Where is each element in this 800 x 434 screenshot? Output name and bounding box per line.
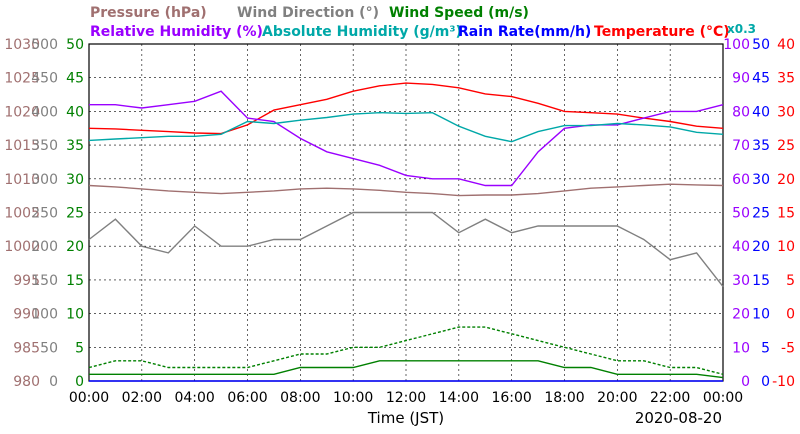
wind-direction-tick-label: 50	[40, 340, 58, 356]
pressure-tick-label: 1030	[4, 37, 40, 53]
legend-wind-speed: Wind Speed (m/s)	[389, 5, 529, 21]
x-tick-label: 12:00	[386, 390, 426, 406]
x-tick-label: 02:00	[122, 390, 162, 406]
wind-direction-tick-label: 350	[31, 138, 58, 154]
relative-humidity-tick-label: 70	[732, 138, 750, 154]
pressure-tick-label: 990	[13, 307, 40, 323]
wind-speed-tick-label: 50	[66, 37, 84, 53]
relative-humidity-tick-label: 10	[732, 340, 750, 356]
wind-direction-tick-label: 150	[31, 273, 58, 289]
pressure-tick-label: 1025	[4, 71, 40, 87]
wind-speed-tick-label: 25	[66, 206, 84, 222]
x-tick-label: 18:00	[544, 390, 584, 406]
x-tick-label: 14:00	[439, 390, 479, 406]
wind-direction-tick-label: 400	[31, 104, 58, 120]
relative-humidity-tick-label: 90	[732, 71, 750, 87]
relative-humidity-tick-label: 80	[732, 104, 750, 120]
wind-direction-tick-label: 250	[31, 206, 58, 222]
wind-speed-tick-label: 0	[75, 374, 84, 390]
temperature-tick-label: 15	[777, 206, 795, 222]
temperature-tick-label: 30	[777, 104, 795, 120]
wind-speed-tick-label: 40	[66, 104, 84, 120]
temperature-tick-label: 35	[777, 71, 795, 87]
legend-x-factor: x0.3	[727, 22, 756, 36]
wind-direction-tick-label: 100	[31, 307, 58, 323]
wind-direction-tick-label: 450	[31, 71, 58, 87]
x-tick-label: 04:00	[174, 390, 214, 406]
series-temperature-c	[88, 82, 724, 135]
relative-humidity-tick-label: 60	[732, 172, 750, 188]
temperature-tick-label: 10	[777, 239, 795, 255]
relative-humidity-tick-label: 50	[732, 206, 750, 222]
relative-humidity-tick-label: 20	[732, 307, 750, 323]
pressure-tick-label: 1010	[4, 172, 40, 188]
rain-rate-tick-label: 50	[752, 37, 770, 53]
pressure-tick-label: 985	[13, 340, 40, 356]
pressure-tick-label: 995	[13, 273, 40, 289]
series-wind-direction	[88, 211, 724, 288]
wind-speed-tick-label: 35	[66, 138, 84, 154]
relative-humidity-tick-label: 40	[732, 239, 750, 255]
temperature-tick-label: 0	[786, 307, 795, 323]
x-tick-label: 08:00	[280, 390, 320, 406]
pressure-tick-label: 1000	[4, 239, 40, 255]
pressure-tick-label: 1015	[4, 138, 40, 154]
temperature-tick-label: 40	[777, 37, 795, 53]
rain-rate-tick-label: 5	[761, 340, 770, 356]
temperature-tick-label: 25	[777, 138, 795, 154]
temperature-tick-label: -5	[781, 340, 795, 356]
x-tick-label: 00:00	[69, 390, 109, 406]
series-absolute-humidity-g-m	[88, 111, 724, 143]
x-tick-label: 00:00	[703, 390, 743, 406]
pressure-tick-label: 1005	[4, 206, 40, 222]
wind-speed-tick-label: 5	[75, 340, 84, 356]
rain-rate-tick-label: 15	[752, 273, 770, 289]
axis-labels: 00:00 02:00 04:00 06:00 08:00 10:00 12:00 14:00…	[4, 37, 795, 406]
series-wind-speed-avg-m-s	[89, 360, 724, 379]
temperature-tick-label: 20	[777, 172, 795, 188]
x-tick-label: 22:00	[650, 390, 690, 406]
wind-speed-tick-label: 45	[66, 71, 84, 87]
wind-speed-tick-label: 15	[66, 273, 84, 289]
x-tick-label: 06:00	[227, 390, 267, 406]
x-tick-label: 20:00	[597, 390, 637, 406]
legend-relative-humidity: Relative Humidity (%)	[90, 24, 263, 40]
wind-speed-tick-label: 20	[66, 239, 84, 255]
wind-direction-tick-label: 500	[31, 37, 58, 53]
rain-rate-tick-label: 45	[752, 71, 770, 87]
legend-pressure: Pressure (hPa)	[90, 5, 207, 21]
wind-speed-tick-label: 30	[66, 172, 84, 188]
legend-wind-direction: Wind Direction (°)	[237, 5, 379, 21]
rain-rate-tick-label: 40	[752, 104, 770, 120]
pressure-tick-label: 980	[13, 374, 40, 390]
relative-humidity-tick-label: 100	[723, 37, 750, 53]
rain-rate-tick-label: 35	[752, 138, 770, 154]
wind-direction-tick-label: 0	[49, 374, 58, 390]
date-label: 2020-08-20	[635, 409, 722, 427]
rain-rate-tick-label: 10	[752, 307, 770, 323]
temperature-tick-label: 5	[786, 273, 795, 289]
relative-humidity-tick-label: 30	[732, 273, 750, 289]
wind-direction-tick-label: 200	[31, 239, 58, 255]
rain-rate-tick-label: 25	[752, 206, 770, 222]
temperature-tick-label: -10	[772, 374, 795, 390]
relative-humidity-tick-label: 0	[741, 374, 750, 390]
series-relative-humidity	[89, 90, 724, 187]
rain-rate-tick-label: 20	[752, 239, 770, 255]
legend-rain-rate: Rain Rate(mm/h)	[458, 24, 591, 40]
x-tick-label: 16:00	[491, 390, 531, 406]
legend-temperature: Temperature (°C)	[594, 24, 730, 40]
rain-rate-tick-label: 30	[752, 172, 770, 188]
x-tick-label: 10:00	[333, 390, 373, 406]
series-pressure-hpa	[88, 183, 724, 197]
series	[88, 82, 724, 382]
x-axis-title: Time (JST)	[367, 409, 444, 427]
rain-rate-tick-label: 0	[761, 374, 770, 390]
series-wind-speed-max-m-s	[88, 326, 724, 375]
wind-direction-tick-label: 300	[31, 172, 58, 188]
wind-speed-tick-label: 10	[66, 307, 84, 323]
pressure-tick-label: 1020	[4, 104, 40, 120]
legend-absolute-humidity: Absolute Humidity (g/m³)	[262, 24, 462, 40]
